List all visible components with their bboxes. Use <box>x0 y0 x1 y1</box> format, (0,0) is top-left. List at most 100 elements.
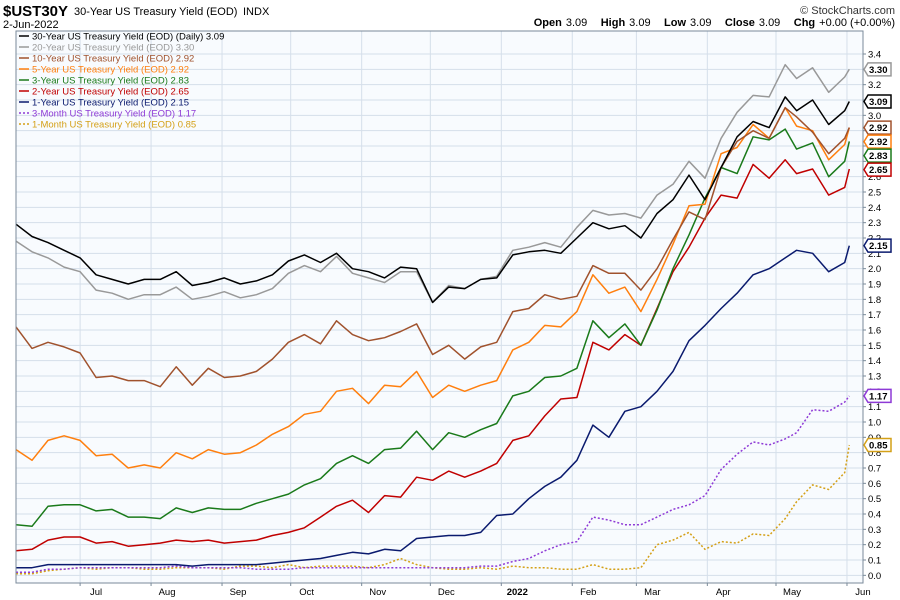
x-tick-label: Dec <box>438 587 455 598</box>
low-value: 3.09 <box>690 17 711 29</box>
last-value-tag: 2.83 <box>863 148 892 163</box>
y-tick-label: 0.7 <box>868 464 881 475</box>
tag-value: 0.85 <box>869 441 888 452</box>
y-tick-label: 2.4 <box>868 203 881 214</box>
chg-label: Chg <box>794 17 815 29</box>
y-tick-label: 0.6 <box>868 479 881 490</box>
tag-value: 2.83 <box>869 151 888 162</box>
series-line <box>16 245 851 569</box>
y-tick-label: 1.0 <box>868 418 881 429</box>
last-value-tag: 2.92 <box>863 134 892 149</box>
last-value-tag: 0.85 <box>863 437 892 453</box>
y-tick-label: 1.1 <box>868 402 881 413</box>
series-line <box>15 106 851 469</box>
y-tick-label: 1.8 <box>868 295 881 306</box>
last-value-tag: 3.30 <box>863 62 892 77</box>
series-line <box>15 128 851 528</box>
x-tick-label: Jun <box>855 587 870 598</box>
close-label: Close <box>725 17 755 29</box>
chg-value: +0.00 (+0.00%) <box>819 17 895 29</box>
y-tick-label: 1.4 <box>868 356 881 367</box>
plot-frame <box>15 30 864 584</box>
y-tick-label: 1.9 <box>868 280 881 291</box>
y-tick-label: 3.0 <box>868 111 881 122</box>
y-tick-label: 3.4 <box>868 50 881 61</box>
y-tick-label: 0.0 <box>868 571 881 582</box>
tag-value: 2.15 <box>869 241 888 252</box>
last-value-tag: 1.17 <box>863 388 892 404</box>
series-line <box>15 96 850 304</box>
x-tick-label: Apr <box>716 587 731 598</box>
legend-entry: 1-Month US Treasury Yield (EOD) 0.85 <box>32 120 196 131</box>
x-tick-label: Aug <box>159 587 176 598</box>
last-value-tag: 2.15 <box>863 238 892 253</box>
legend-entry: 2-Year US Treasury Yield (EOD) 2.65 <box>32 87 189 98</box>
y-tick-label: 0.8 <box>868 448 881 459</box>
legend-entry: 30-Year US Treasury Yield (EOD) (Daily) … <box>32 32 224 43</box>
y-tick-label: 1.3 <box>868 372 881 383</box>
x-tick-label: Oct <box>299 587 314 598</box>
tag-box <box>863 62 892 77</box>
tag-box <box>863 238 892 253</box>
ticker-symbol: $UST30Y <box>3 3 68 20</box>
ohlc-readout: Open 3.09 High 3.09 Low 3.09 Close 3.09 Chg +… <box>534 13 895 30</box>
legend: 30-Year US Treasury Yield (EOD) (Daily) … <box>19 32 224 131</box>
y-tick-label: 2.1 <box>868 249 881 260</box>
ticker-description: 30-Year US Treasury Yield (EOD) <box>74 6 237 18</box>
y-tick-label: 0.4 <box>868 510 881 521</box>
legend-entry: 5-Year US Treasury Yield (EOD) 2.92 <box>32 65 189 76</box>
y-tick-label: 0.3 <box>868 525 881 536</box>
legend-entry: 3-Month US Treasury Yield (EOD) 1.17 <box>32 109 196 120</box>
legend-entry: 3-Year US Treasury Yield (EOD) 2.83 <box>32 76 189 87</box>
close-value: 3.09 <box>759 17 780 29</box>
y-tick-label: 3.2 <box>868 80 881 91</box>
tag-box <box>863 134 892 149</box>
series-line <box>15 159 851 552</box>
legend-entry: 20-Year US Treasury Yield (EOD) 3.30 <box>32 43 194 54</box>
tag-value: 1.17 <box>869 391 888 402</box>
tag-box <box>863 437 892 453</box>
x-tick-label: Nov <box>369 587 386 598</box>
tag-box <box>863 120 892 135</box>
tag-value: 2.92 <box>869 123 888 134</box>
x-tick-label: Sep <box>230 587 247 598</box>
exchange-label: INDX <box>243 6 270 18</box>
x-tick-label: May <box>783 587 801 598</box>
last-value-tag: 2.92 <box>863 120 892 135</box>
open-label: Open <box>534 17 562 29</box>
y-tick-label: 0.1 <box>868 556 881 567</box>
tag-box <box>863 388 892 404</box>
open-value: 3.09 <box>566 17 587 29</box>
tag-value: 3.09 <box>869 97 888 108</box>
y-tick-label: 2.5 <box>868 188 881 199</box>
last-value-tags: 3.30 3.09 2.92 2.92 2.83 2.65 2.15 1.17 0.85 <box>863 62 892 453</box>
tag-box <box>863 162 892 177</box>
legend-entry: 1-Year US Treasury Yield (EOD) 2.15 <box>32 98 189 109</box>
y-tick-label: 2.6 <box>868 172 881 183</box>
last-value-tag: 3.09 <box>863 94 892 109</box>
tag-value: 2.92 <box>869 137 888 148</box>
series-line <box>16 395 850 574</box>
credit-text: © StockCharts.com <box>800 5 895 17</box>
x-tick-label: Feb <box>580 587 596 598</box>
y-tick-label: 1.6 <box>868 326 881 337</box>
y-tick-label: 1.5 <box>868 341 881 352</box>
x-axis: Jul Aug Sep Oct Nov Dec 2022 Feb Mar Apr May Jun <box>79 583 871 598</box>
y-tick-label: 0.2 <box>868 540 881 551</box>
last-value-tag: 2.65 <box>863 162 892 177</box>
y-tick-label: 1.7 <box>868 310 881 321</box>
y-tick-label: 2.3 <box>868 218 881 229</box>
tag-box <box>863 148 892 163</box>
date-label: 2-Jun-2022 <box>3 19 59 31</box>
x-tick-label: Mar <box>644 587 660 598</box>
tag-value: 3.30 <box>869 65 888 76</box>
series-layer <box>15 63 851 575</box>
high-label: High <box>601 17 626 29</box>
tag-box <box>863 94 892 109</box>
x-tick-label: 2022 <box>507 587 528 598</box>
x-tick-label: Jul <box>90 587 102 598</box>
y-tick-label: 2.0 <box>868 264 881 275</box>
low-label: Low <box>664 17 686 29</box>
legend-entry: 10-Year US Treasury Yield (EOD) 2.92 <box>32 54 194 65</box>
